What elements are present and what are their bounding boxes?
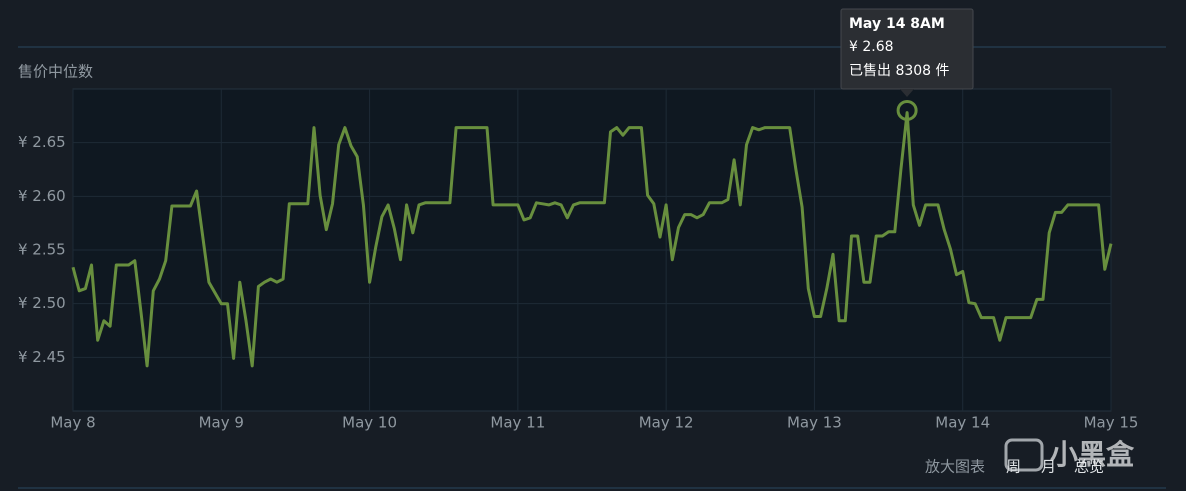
y-tick-label: ¥ 2.65 <box>18 133 66 151</box>
x-tick-label: May 11 <box>490 414 545 432</box>
watermark-text: 小黑盒 <box>1050 438 1135 471</box>
watermark: 小黑盒 <box>1004 438 1135 472</box>
tooltip-price: ¥ 2.68 <box>849 39 894 55</box>
tooltip-sold: 已售出 8308 件 <box>849 63 950 79</box>
watermark-icon <box>1004 438 1044 472</box>
zoom-label: 放大图表 <box>925 458 985 476</box>
x-tick-label: May 15 <box>1084 414 1139 432</box>
y-tick-label: ¥ 2.55 <box>18 241 66 259</box>
x-tick-label: May 10 <box>342 414 397 432</box>
tooltip-date: May 14 8AM <box>849 16 945 32</box>
overview-button[interactable]: 总览 <box>1074 458 1104 476</box>
tooltip-pointer <box>900 89 914 97</box>
price-line <box>71 111 1113 368</box>
month-button[interactable]: 月 <box>1041 458 1056 476</box>
x-tick-label: May 8 <box>50 414 95 432</box>
x-tick-label: May 9 <box>199 414 244 432</box>
chart-title: 售价中位数 <box>18 63 93 81</box>
x-tick-label: May 12 <box>639 414 694 432</box>
y-tick-label: ¥ 2.60 <box>18 187 66 205</box>
hover-marker <box>896 99 918 121</box>
y-tick-label: ¥ 2.50 <box>18 294 66 312</box>
tooltip: May 14 8AM ¥ 2.68 已售出 8308 件 <box>840 8 974 97</box>
x-tick-label: May 13 <box>787 414 842 432</box>
y-tick-label: ¥ 2.45 <box>18 348 66 366</box>
week-button[interactable]: 周 <box>1006 458 1021 476</box>
x-tick-label: May 14 <box>935 414 990 432</box>
